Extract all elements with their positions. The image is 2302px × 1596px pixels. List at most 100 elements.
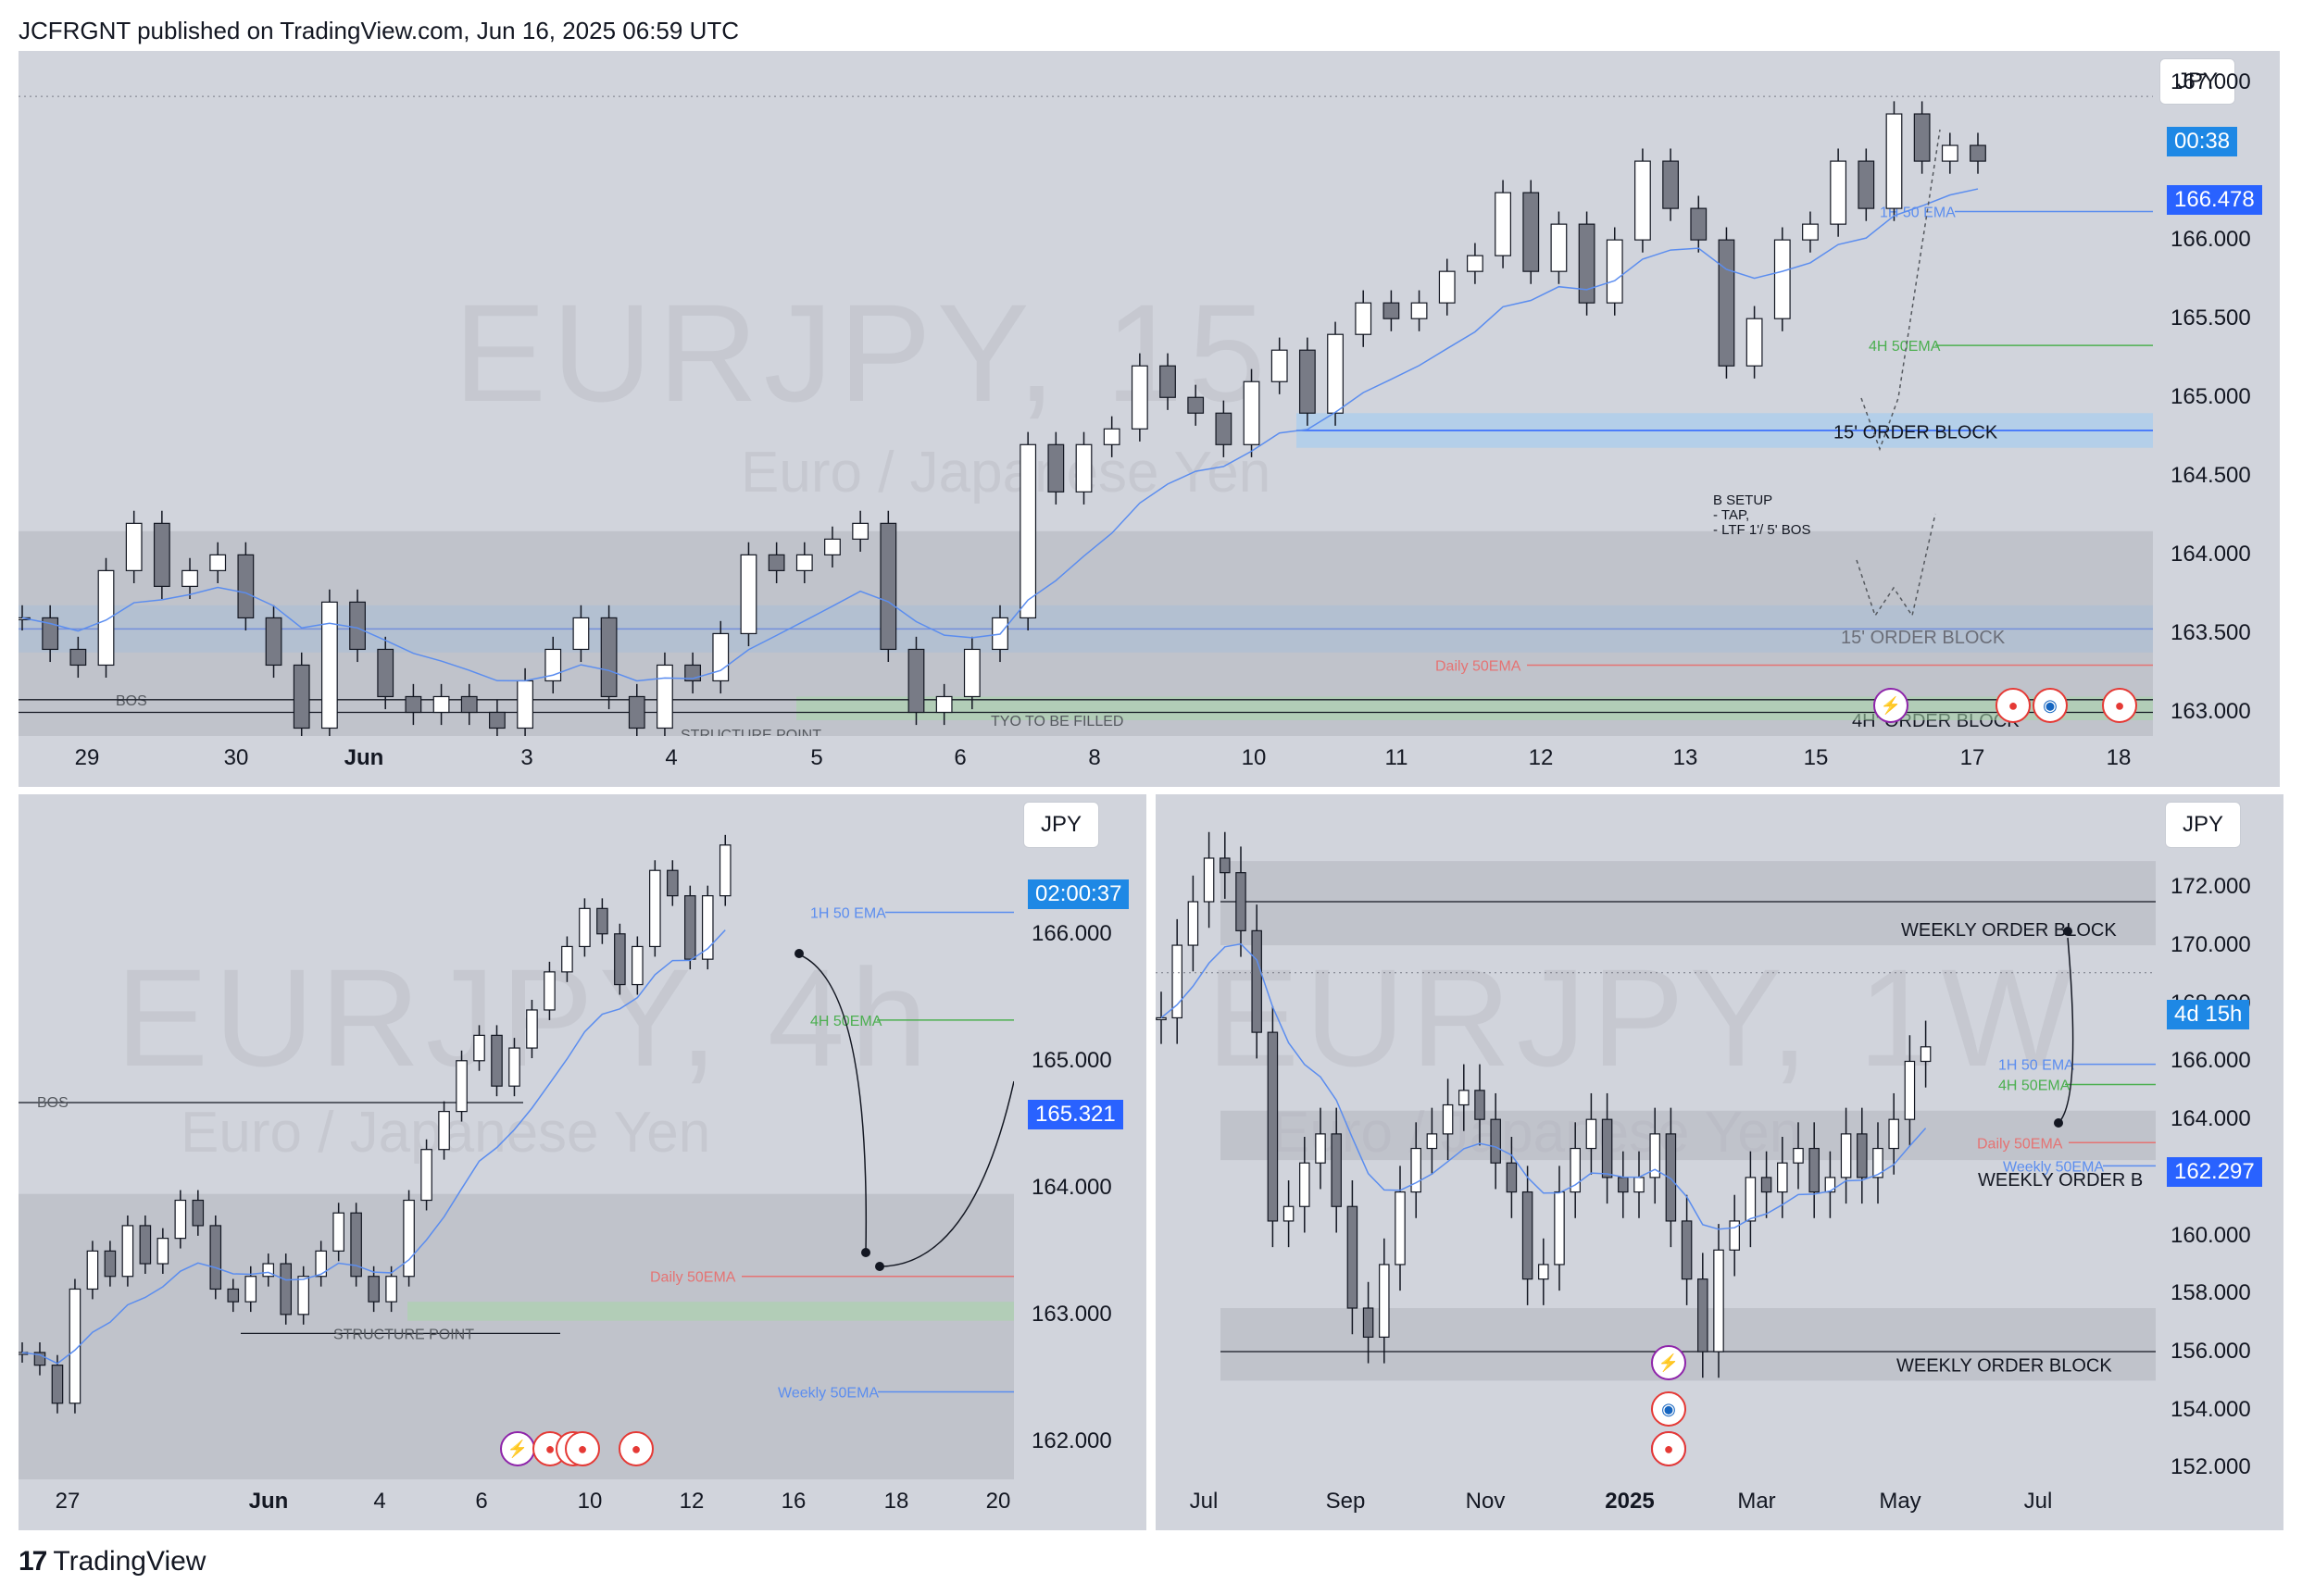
level-label: TYO TO BE FILLED [991,714,1123,729]
candle [265,605,282,679]
candle [438,1101,450,1160]
candle [1554,1166,1565,1291]
economic-event-icon: ◉ [1651,1391,1686,1427]
candle [69,1278,81,1414]
x-axis-tick-label: 10 [1241,745,1267,770]
candle [1872,1122,1883,1204]
gap-fill-zone [796,696,2153,720]
description-watermark: Euro / Japanese Yen [741,441,1271,505]
symbol-watermark: EURJPY, 1W [1207,940,2078,1095]
candle [1550,211,1568,284]
candle [1171,918,1182,1044]
candle [628,683,645,736]
candle [795,542,813,583]
candle [963,636,981,710]
plot-area-15m[interactable]: EURJPY, 15 Euro / Japanese Yen 15' ORDER B… [19,51,2153,736]
candle [1885,101,1903,221]
candle [1888,1092,1899,1175]
candle [1802,211,1819,253]
candle [649,860,661,957]
x-axis-tick-label: 2025 [1605,1489,1655,1514]
tradingview-footer[interactable]: 17 TradingView [19,1546,206,1577]
candle [432,683,450,726]
ema-curve [21,188,1979,682]
candle [544,961,556,1020]
y-axis-tick-label: 162.000 [1032,1428,1112,1453]
candle [1410,1122,1421,1218]
dividend-event-icon: ⚡ [1873,688,1908,723]
candle [1379,1238,1390,1364]
x-axis-tick-label: 15 [1803,745,1829,770]
candle [701,885,714,970]
candle [1538,1238,1549,1305]
x-axis-tick-label: Nov [1465,1489,1506,1514]
x-axis-tick-label: Sep [1325,1489,1366,1514]
candle [596,898,608,944]
candle [456,1050,468,1122]
level-label: STRUCTURE POINT [681,728,821,736]
candle [667,860,679,906]
chart-panel-15m[interactable]: EURJPY, 15 Euro / Japanese Yen 15' ORDER B… [19,51,2280,787]
candle [1585,1092,1597,1175]
currency-button[interactable]: JPY [2165,802,2242,848]
candle [1495,180,1511,268]
candle [368,1266,380,1313]
chart-panel-1w[interactable]: EURJPY, 1WEuro / Japanese YenWEEKLY ORDE… [1156,794,2283,1530]
y-axis-tick-label: 160.000 [2171,1222,2251,1248]
candle [1970,132,1986,174]
candle [489,699,506,736]
candle [1187,875,1199,972]
projection-arrow [879,1080,1014,1267]
candle [1299,1137,1310,1233]
candle [280,1253,293,1325]
y-axis-tick-label: 166.000 [1032,920,1112,946]
ema-label: Weekly 50EMA [778,1385,879,1401]
candle [1331,1107,1342,1233]
candle [473,1025,485,1071]
candle [935,683,953,726]
y-axis-tick-label: 164.500 [2171,463,2251,489]
plot-area-1w[interactable]: EURJPY, 1WEuro / Japanese YenWEEKLY ORDE… [1156,794,2156,1479]
currency-button[interactable]: JPY [1023,802,1100,848]
candle [508,1038,520,1097]
news-event-icon: ● [1651,1431,1686,1466]
candle [385,1266,397,1313]
y-axis-tick-label: 163.500 [2171,620,2251,646]
candle [1131,353,1148,442]
ema-label: 1H 50 EMA [1998,1058,2074,1074]
tradingview-brand: TradingView [53,1546,206,1577]
candle [1327,321,1344,426]
candle [852,510,870,552]
candle [209,1215,222,1300]
candle [262,1253,275,1287]
candle [1824,1151,1836,1218]
candle [42,605,59,663]
y-axis-tick-label: 158.000 [2171,1280,2251,1306]
candle [192,1190,205,1236]
candle [1857,1107,1868,1204]
ema-label: 4H 50EMA [1869,339,1941,355]
candle [350,1203,362,1287]
level-label: STRUCTURE POINT [333,1327,474,1342]
candle [1830,148,1847,237]
x-axis-tick-label: 20 [985,1489,1011,1514]
x-axis-tick-label: Jul [2023,1489,2053,1514]
currency-button[interactable]: JPY [2159,58,2236,105]
candle [97,557,115,679]
candle [1522,180,1540,284]
candle [1362,1281,1374,1364]
candle [1270,337,1288,394]
candle [1570,1122,1581,1218]
countdown-tag: 02:00:37 [1028,879,1130,909]
y-axis-tick-label: 164.000 [1032,1174,1112,1200]
candle [1606,227,1623,316]
ema-curve [21,929,726,1365]
x-axis-tick-label: 11 [1384,745,1408,770]
ema-label: 1H 50 EMA [810,905,886,921]
candle [1220,831,1231,899]
candle [1243,368,1260,457]
